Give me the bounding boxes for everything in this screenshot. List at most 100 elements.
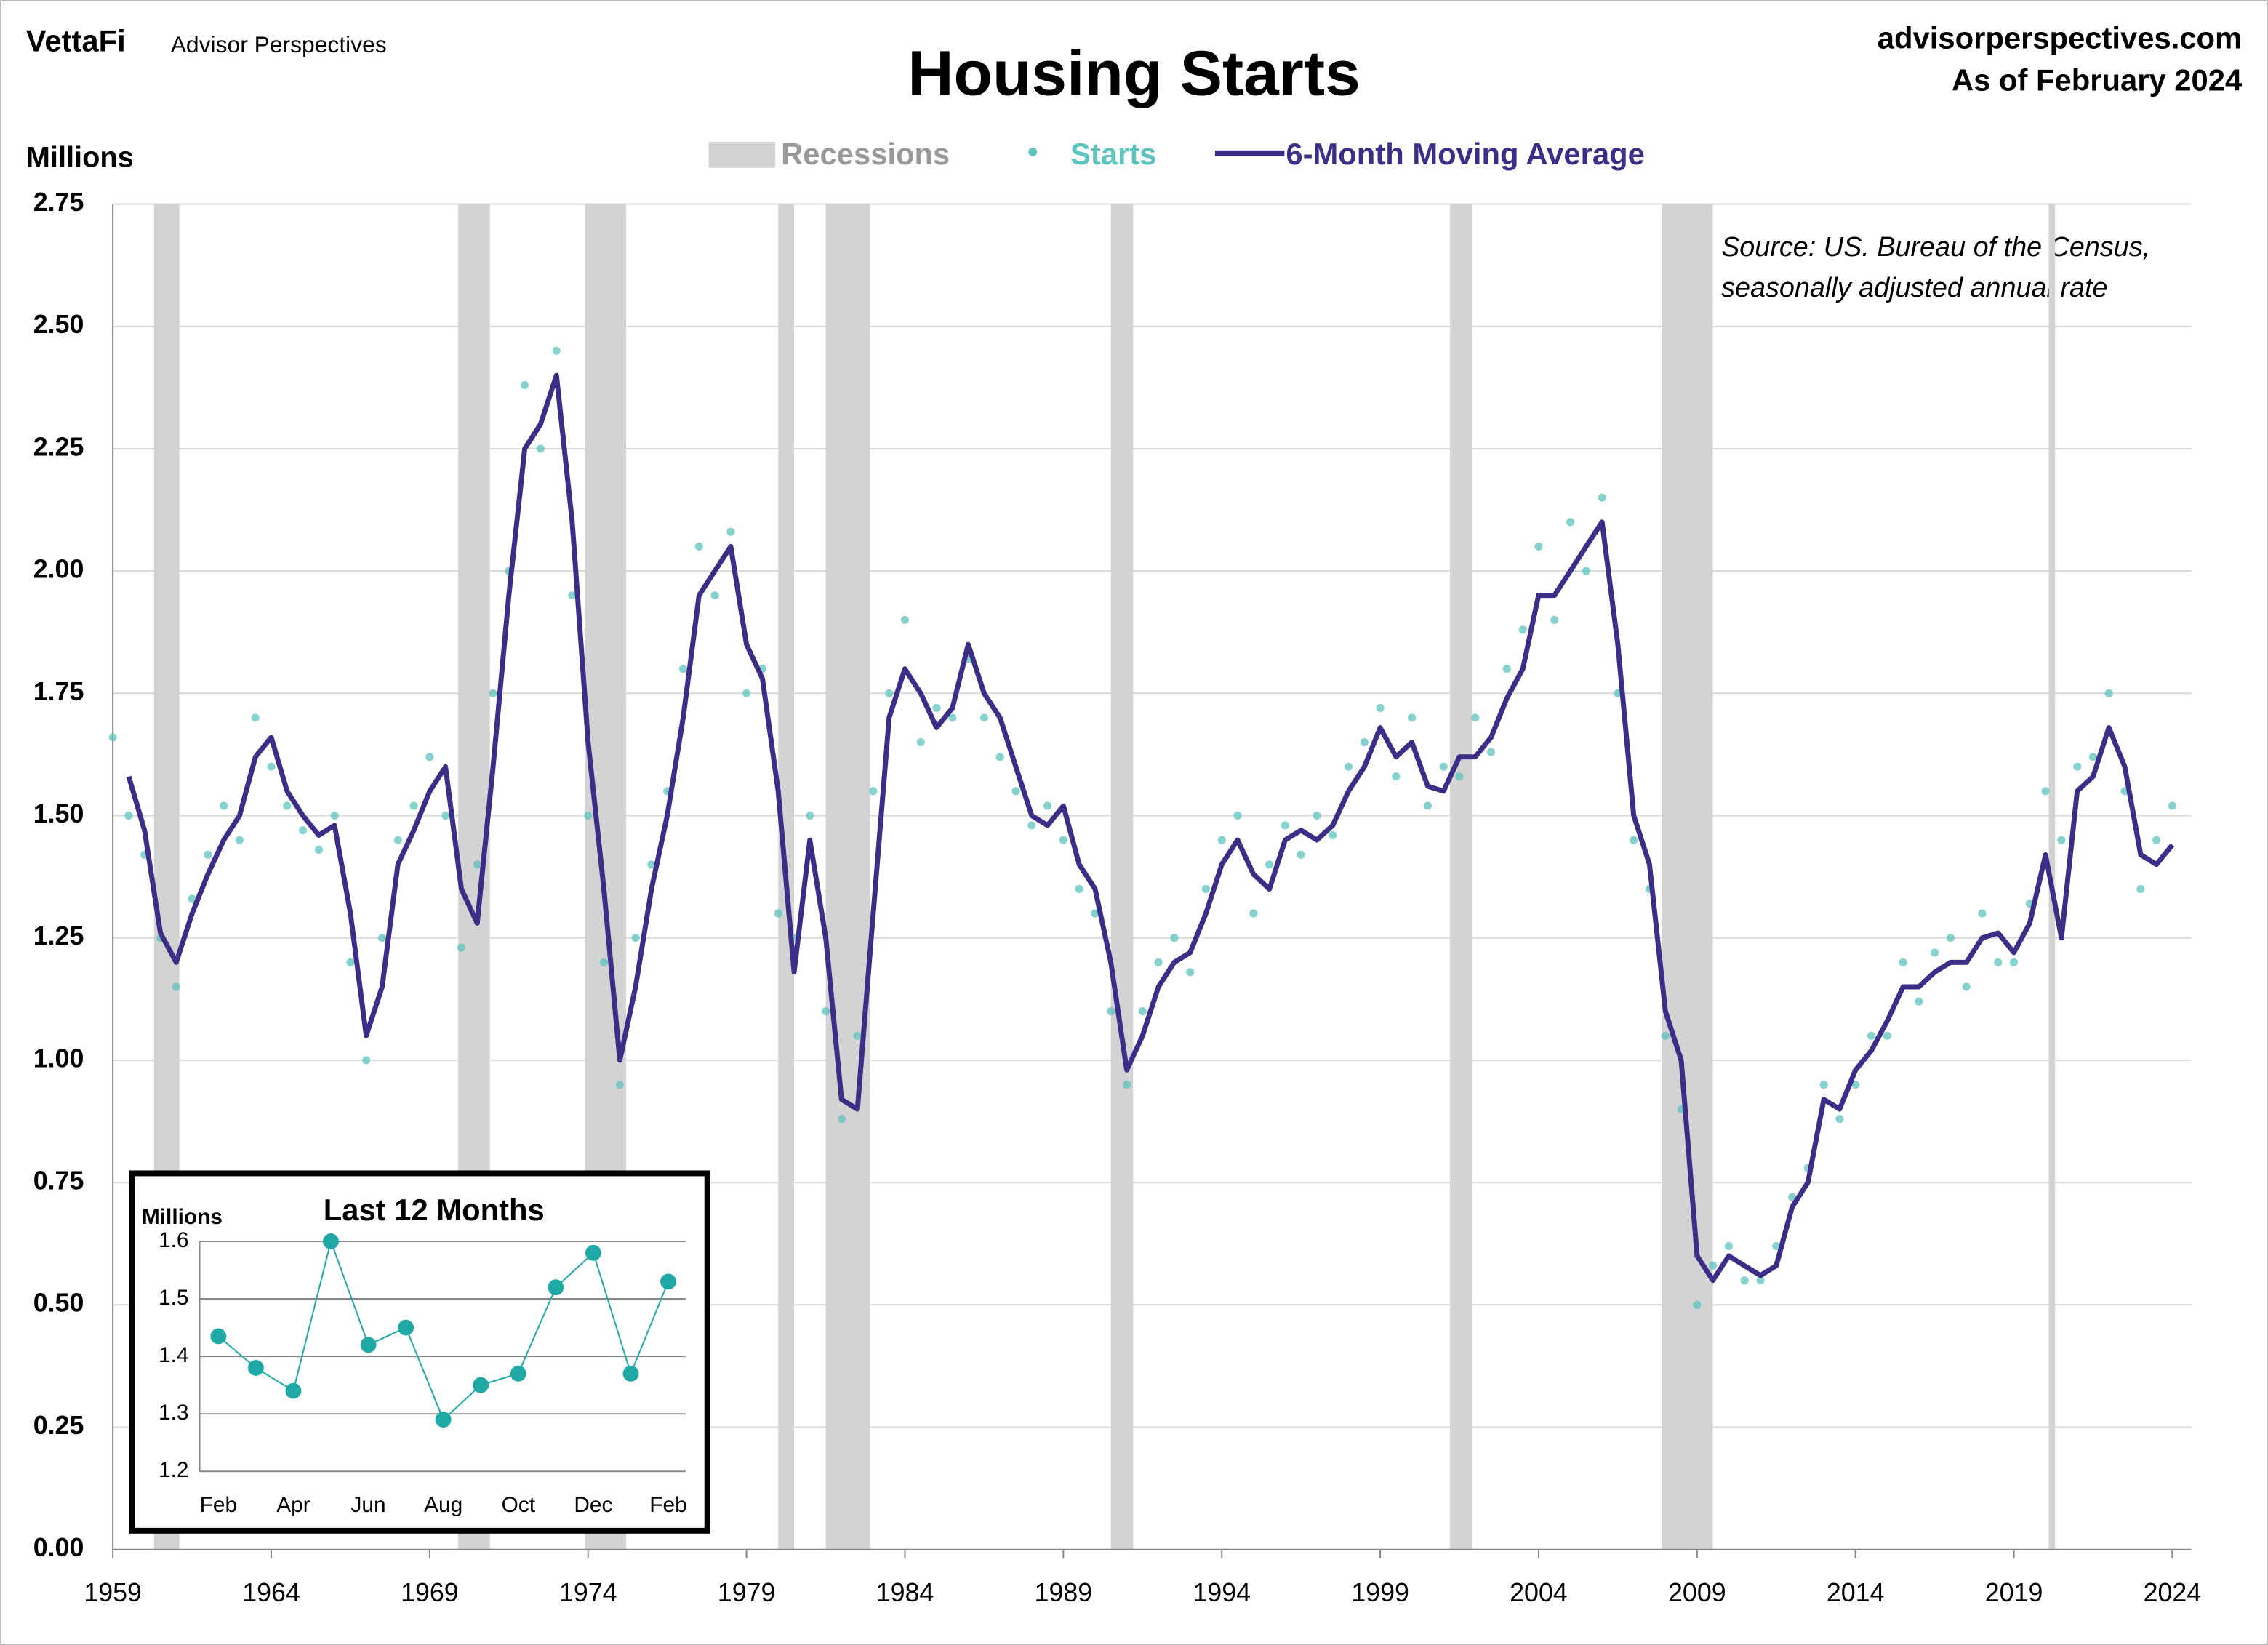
y-tick-label: 2.50	[33, 310, 84, 339]
data-point	[2088, 753, 2098, 761]
data-point	[1455, 772, 1464, 781]
data-point	[694, 542, 703, 551]
data-point	[425, 753, 434, 761]
inset-point	[398, 1319, 414, 1336]
inset-point	[360, 1337, 377, 1353]
y-tick-label: 2.75	[33, 188, 84, 217]
data-point	[615, 1080, 624, 1089]
data-point	[1075, 884, 1083, 893]
y-tick-label: 1.3	[159, 1401, 188, 1425]
inset-point	[323, 1233, 339, 1249]
data-point	[172, 982, 180, 991]
y-tick-label: 1.00	[33, 1044, 84, 1073]
data-point	[1946, 934, 1955, 942]
y-tick-label: 2.25	[33, 432, 84, 461]
data-point	[710, 591, 719, 600]
data-point	[853, 1031, 862, 1040]
data-point	[2104, 689, 2113, 697]
data-point	[1566, 518, 1575, 527]
x-tick-label: Oct	[502, 1493, 536, 1517]
data-point	[552, 346, 561, 355]
inset-point	[660, 1273, 676, 1290]
data-point	[1835, 1115, 1844, 1124]
data-point	[1883, 1031, 1891, 1040]
data-point	[1408, 713, 1417, 722]
inset-point	[548, 1279, 564, 1296]
data-point	[584, 811, 593, 820]
data-point	[1281, 821, 1289, 830]
data-point	[2041, 787, 2050, 796]
recession-band	[1662, 204, 1713, 1550]
y-axis-label: Millions	[26, 141, 134, 173]
data-point	[108, 733, 117, 742]
x-tick-label: 1989	[1035, 1578, 1093, 1607]
data-point	[1899, 958, 1907, 966]
data-point	[1027, 821, 1036, 830]
recession-band	[825, 204, 870, 1550]
data-point	[599, 958, 609, 966]
x-tick-label: 2014	[1827, 1578, 1885, 1607]
data-point	[1487, 748, 1496, 756]
data-point	[821, 1007, 830, 1016]
y-tick-label: 1.6	[159, 1228, 188, 1252]
data-point	[362, 1056, 371, 1065]
data-point	[1740, 1276, 1749, 1285]
legend-swatch	[1028, 147, 1038, 156]
data-point	[1518, 625, 1527, 634]
data-point	[1107, 1007, 1115, 1016]
brand-sub: Advisor Perspectives	[171, 31, 387, 57]
data-point	[1534, 542, 1543, 551]
data-point	[1724, 1241, 1733, 1251]
inset-point	[585, 1244, 601, 1261]
data-point	[631, 934, 640, 942]
x-tick-label: 1999	[1351, 1578, 1409, 1607]
data-point	[1709, 1261, 1718, 1270]
data-point	[1471, 713, 1480, 722]
y-tick-label: 2.00	[33, 555, 84, 584]
x-tick-label: 1959	[84, 1578, 142, 1607]
data-point	[1915, 997, 1923, 1006]
x-tick-label: 1979	[718, 1578, 776, 1607]
data-point	[124, 811, 133, 820]
x-tick-label: 1969	[401, 1578, 459, 1607]
data-point	[1122, 1080, 1131, 1089]
data-point	[1550, 615, 1559, 624]
data-point	[441, 811, 450, 820]
recession-band	[1110, 204, 1134, 1550]
x-tick-label: 2009	[1668, 1578, 1726, 1607]
data-point	[251, 713, 260, 722]
x-tick-label: Feb	[200, 1493, 237, 1517]
source-note: seasonally adjusted annual rate	[1721, 273, 2107, 303]
data-point	[1233, 811, 1242, 820]
data-point	[647, 860, 656, 869]
data-point	[1756, 1276, 1765, 1285]
data-point	[536, 444, 545, 453]
data-point	[188, 894, 196, 903]
y-tick-label: 1.2	[159, 1458, 188, 1482]
data-point	[1693, 1300, 1702, 1309]
x-tick-label: 1974	[559, 1578, 617, 1607]
x-tick-label: Aug	[424, 1493, 462, 1517]
data-point	[314, 846, 323, 854]
x-tick-label: 2004	[1510, 1578, 1568, 1607]
data-point	[267, 762, 276, 771]
data-point	[1313, 811, 1321, 820]
data-point	[1329, 830, 1337, 839]
y-tick-label: 1.25	[33, 921, 84, 950]
data-point	[1867, 1031, 1876, 1040]
data-point	[1851, 1080, 1860, 1089]
legend-label: Recessions	[781, 137, 950, 171]
site: advisorperspectives.com	[1878, 21, 2242, 55]
data-point	[1819, 1080, 1828, 1089]
data-point	[1439, 762, 1448, 771]
y-tick-label: 1.5	[159, 1286, 188, 1310]
data-point	[995, 753, 1004, 761]
data-point	[1376, 703, 1385, 713]
data-point	[678, 665, 688, 673]
data-point	[330, 811, 339, 820]
legend-swatch	[708, 141, 776, 168]
data-point	[900, 615, 910, 624]
data-point	[806, 811, 814, 820]
inset-point	[210, 1328, 227, 1345]
